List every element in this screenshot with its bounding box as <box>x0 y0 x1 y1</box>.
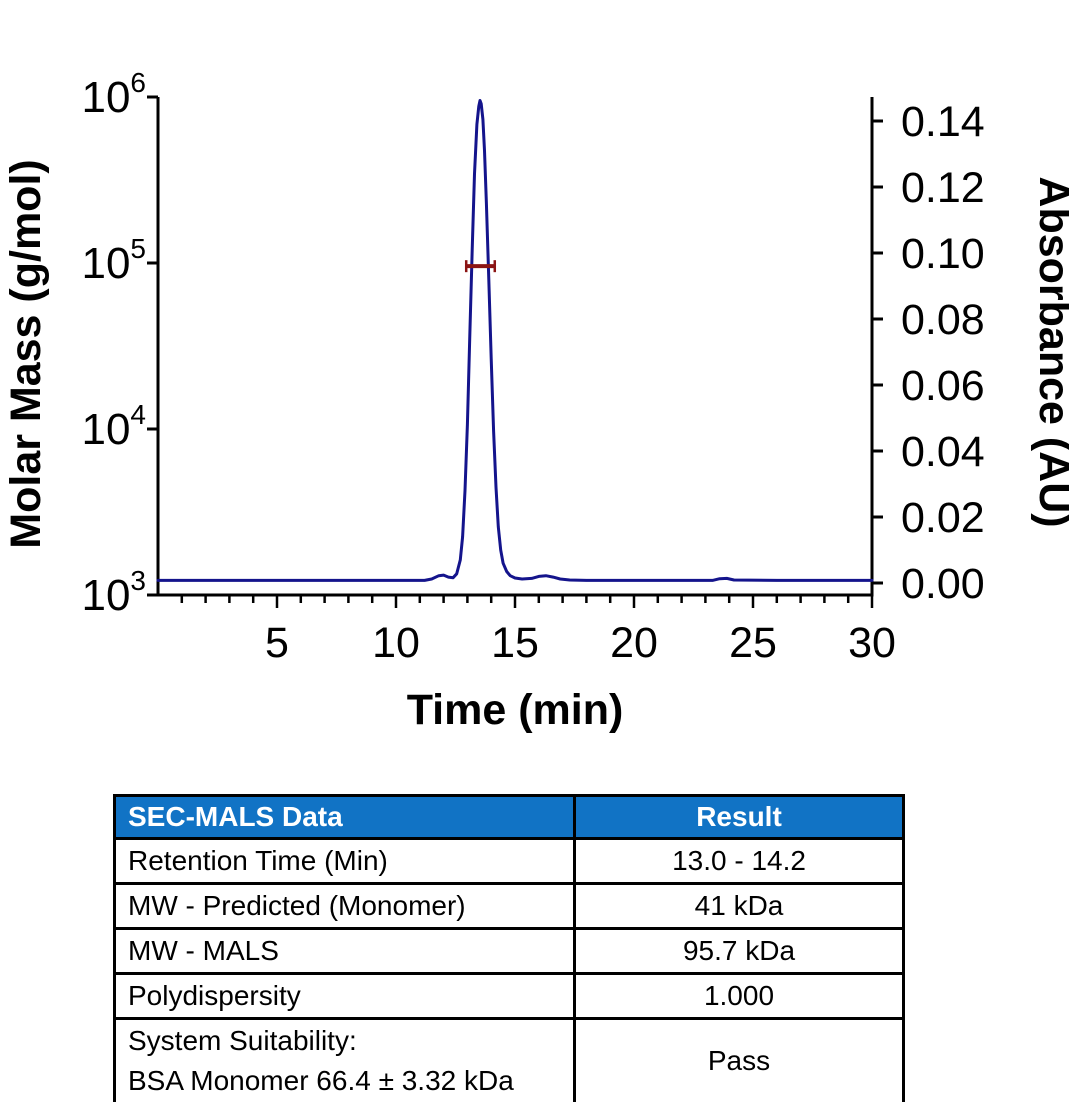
x-tick-label: 5 <box>265 619 289 667</box>
y-right-tick-label: 0.10 <box>901 230 985 278</box>
y-right-tick-label: 0.12 <box>901 164 985 212</box>
table-row: Polydispersity 1.000 <box>113 972 905 1020</box>
row-label: System Suitability: BSA Monomer 66.4 ± 3… <box>113 1017 576 1102</box>
sec-mals-results-table: SEC-MALS Data Result Retention Time (Min… <box>113 794 905 1102</box>
axis-frame <box>156 97 874 597</box>
y-right-tick-label: 0.08 <box>901 296 985 344</box>
y-right-tick-label: 0.02 <box>901 494 985 542</box>
uv-absorbance-trace <box>156 99 874 582</box>
y-right-tick-label: 0.14 <box>901 98 985 146</box>
x-tick-label: 20 <box>610 619 658 667</box>
x-tick-label: 10 <box>372 619 420 667</box>
row-label: Retention Time (Min) <box>113 837 576 885</box>
row-label: MW - Predicted (Monomer) <box>113 882 576 930</box>
row-label-line2: BSA Monomer 66.4 ± 3.32 kDa <box>128 1065 514 1096</box>
row-value: Pass <box>573 1017 905 1102</box>
row-value: 13.0 - 14.2 <box>573 837 905 885</box>
table-row: System Suitability: BSA Monomer 66.4 ± 3… <box>113 1017 905 1102</box>
mals-molar-mass-marker <box>464 260 497 273</box>
y-left-tick-label: 106 <box>81 67 146 122</box>
x-tick-label: 25 <box>729 619 777 667</box>
y-right-axis-title: Absorbance (AU) <box>1030 176 1069 527</box>
y-right-tick-label: 0.06 <box>901 362 985 410</box>
x-axis-title: Time (min) <box>407 686 624 734</box>
y-right-tick-label: 0.04 <box>901 428 985 476</box>
table-row: Retention Time (Min) 13.0 - 14.2 <box>113 837 905 885</box>
row-value: 41 kDa <box>573 882 905 930</box>
sec-mals-chromatogram: 103 104 105 106 5 10 15 20 25 30 0.00 0.02 0.04 0.06 0… <box>2 67 1069 734</box>
row-label: MW - MALS <box>113 927 576 975</box>
y-left-tick-label: 105 <box>81 233 146 288</box>
row-label-line1: System Suitability: <box>128 1025 357 1056</box>
y-left-tick-label: 104 <box>81 399 146 454</box>
table-row: MW - Predicted (Monomer) 41 kDa <box>113 882 905 930</box>
table-header-parameter: SEC-MALS Data <box>113 794 576 840</box>
chromatogram-svg: 103 104 105 106 5 10 15 20 25 300.00 0.02 0.04 0.06 0… <box>2 67 1069 734</box>
y-left-axis-title: Molar Mass (g/mol) <box>2 159 50 548</box>
row-value: 95.7 kDa <box>573 927 905 975</box>
x-tick-label: 15 <box>491 619 539 667</box>
y-right-tick-label: 0.00 <box>901 560 985 608</box>
y-left-tick-label: 103 <box>81 565 146 620</box>
table-row: MW - MALS 95.7 kDa <box>113 927 905 975</box>
x-tick-label: 30 <box>848 619 896 667</box>
table-header-result: Result <box>573 794 905 840</box>
table-header-row: SEC-MALS Data Result <box>113 794 905 840</box>
row-label: Polydispersity <box>113 972 576 1020</box>
row-value: 1.000 <box>573 972 905 1020</box>
